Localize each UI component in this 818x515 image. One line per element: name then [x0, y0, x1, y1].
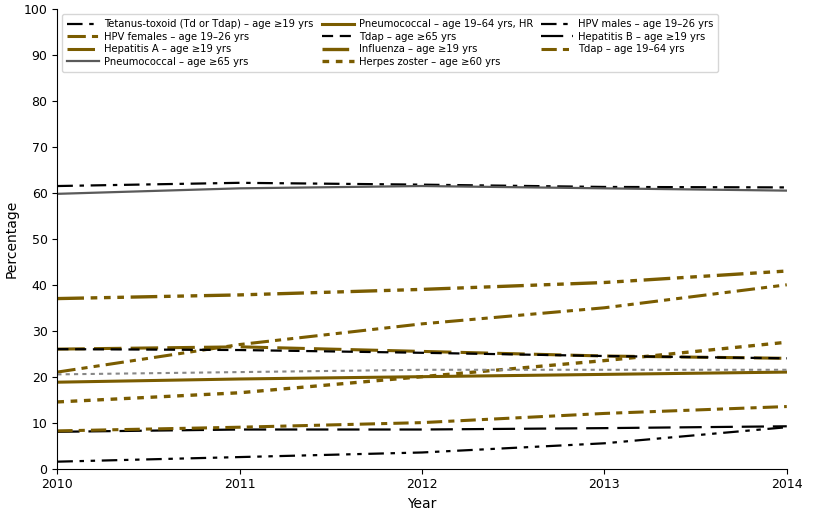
Y-axis label: Percentage: Percentage	[4, 200, 18, 278]
Legend: Tetanus-toxoid (Td or Tdap) – age ≥19 yrs, HPV females – age 19–26 yrs, Hepatiti: Tetanus-toxoid (Td or Tdap) – age ≥19 yr…	[62, 14, 718, 72]
X-axis label: Year: Year	[407, 497, 437, 511]
